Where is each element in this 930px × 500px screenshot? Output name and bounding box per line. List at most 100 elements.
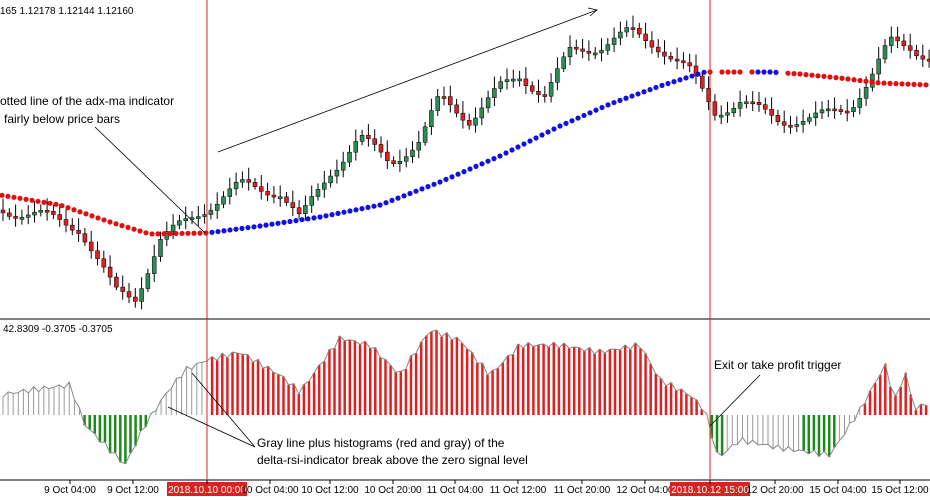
adx-ma-dot — [23, 196, 29, 202]
adx-ma-dot — [281, 219, 287, 225]
candle-body — [183, 218, 188, 221]
adx-ma-dot — [821, 73, 827, 79]
adx-ma-dot — [875, 80, 881, 86]
adx-ma-dot — [923, 82, 929, 88]
candle-body — [649, 40, 655, 48]
adx-ma-dot — [359, 206, 365, 212]
adx-ma-dot — [503, 150, 509, 156]
candle-body — [706, 87, 711, 103]
candle-body — [889, 36, 894, 46]
adx-ma-dot — [263, 222, 269, 228]
candle-body — [114, 276, 119, 288]
candle-body — [529, 85, 535, 92]
adx-ma-dot — [365, 204, 371, 210]
time-label: 12 Oct 04:00 — [616, 485, 674, 496]
candle-body — [561, 56, 566, 69]
adx-ma-dot — [53, 201, 59, 207]
candle-body — [328, 175, 333, 184]
price-panel — [0, 15, 930, 310]
candle-body — [800, 121, 806, 125]
adx-ma-dot — [833, 75, 839, 81]
adx-ma-dot — [317, 214, 323, 220]
adx-ma-dot — [449, 174, 455, 180]
adx-ma-dot — [233, 226, 239, 232]
candle-body — [655, 46, 661, 53]
candle-body — [208, 210, 214, 215]
adx-ma-dot — [197, 230, 203, 236]
time-label: 15 Oct 12:00 — [871, 485, 929, 496]
candle-body — [750, 101, 755, 105]
candle-body — [775, 115, 781, 122]
candle-body — [851, 107, 856, 113]
annotation: fairly below price bars — [4, 112, 120, 126]
adx-ma-dot — [605, 102, 611, 108]
candle-body — [826, 108, 831, 112]
candle-body — [681, 60, 686, 64]
adx-ma-dot — [725, 69, 731, 75]
adx-ma-dot — [677, 77, 683, 83]
adx-ma-dot — [731, 69, 737, 75]
candle-body — [372, 138, 377, 145]
adx-ma-dot — [311, 215, 317, 221]
adx-ma-dot — [893, 81, 899, 87]
adx-ma-dot — [455, 171, 461, 177]
candle-body — [769, 108, 774, 116]
adx-ma-dot — [137, 228, 143, 234]
candle-body — [25, 214, 31, 218]
candle-body — [781, 121, 787, 126]
adx-ma-dot — [383, 200, 389, 206]
candle-body — [473, 117, 478, 126]
adx-ma-dot — [749, 69, 755, 75]
adx-ma-dot — [737, 69, 743, 75]
time-label: 15 Oct 04:00 — [809, 485, 867, 496]
adx-ma-dot — [551, 126, 557, 132]
adx-ma-dot — [47, 200, 53, 206]
adx-ma-dot — [647, 87, 653, 93]
candle-body — [876, 58, 881, 75]
candle-body — [605, 44, 611, 51]
candle-body — [901, 40, 907, 47]
candle-body — [813, 112, 818, 118]
adx-ma-dot — [437, 179, 443, 185]
adx-ma-dot — [587, 110, 593, 116]
adx-ma-dot — [797, 71, 803, 77]
adx-ma-dot — [227, 227, 233, 233]
candle-body — [718, 114, 724, 118]
time-label: 2018.10.10 00:00 — [168, 485, 246, 496]
candle-body — [233, 181, 239, 190]
adx-ma-dot — [83, 211, 89, 217]
candle-body — [13, 216, 18, 219]
candle-body — [548, 82, 554, 97]
adx-ma-dot — [473, 163, 479, 169]
candle-body — [227, 188, 233, 197]
candle-body — [599, 50, 604, 54]
adx-ma-dot — [401, 193, 407, 199]
candle-body — [448, 96, 453, 106]
adx-ma-dot — [629, 93, 635, 99]
candle-body — [7, 212, 12, 217]
candle-body — [914, 50, 919, 57]
candle-body — [378, 144, 384, 153]
adx-ma-dot — [659, 82, 665, 88]
adx-ma-dot — [293, 218, 299, 224]
time-label: 11 Oct 04:00 — [427, 485, 484, 496]
adx-ma-dot — [917, 82, 923, 88]
adx-ma-dot — [521, 141, 527, 147]
adx-ma-dot — [269, 221, 275, 227]
adx-ma-dot — [221, 228, 227, 234]
adx-ma-dot — [107, 219, 113, 225]
adx-ma-dot — [539, 132, 545, 138]
candle-body — [19, 217, 25, 220]
candle-body — [196, 216, 201, 219]
time-label: 11 Oct 20:00 — [554, 485, 611, 496]
adx-ma-dot — [425, 184, 431, 190]
adx-ma-dot — [545, 129, 551, 135]
adx-ma-dot — [461, 169, 467, 175]
candle-body — [139, 288, 144, 302]
candle-body — [95, 250, 100, 259]
candle-body — [246, 179, 251, 183]
candle-body — [844, 110, 850, 114]
adx-ma-dot — [29, 197, 35, 203]
candle-body — [693, 65, 699, 77]
